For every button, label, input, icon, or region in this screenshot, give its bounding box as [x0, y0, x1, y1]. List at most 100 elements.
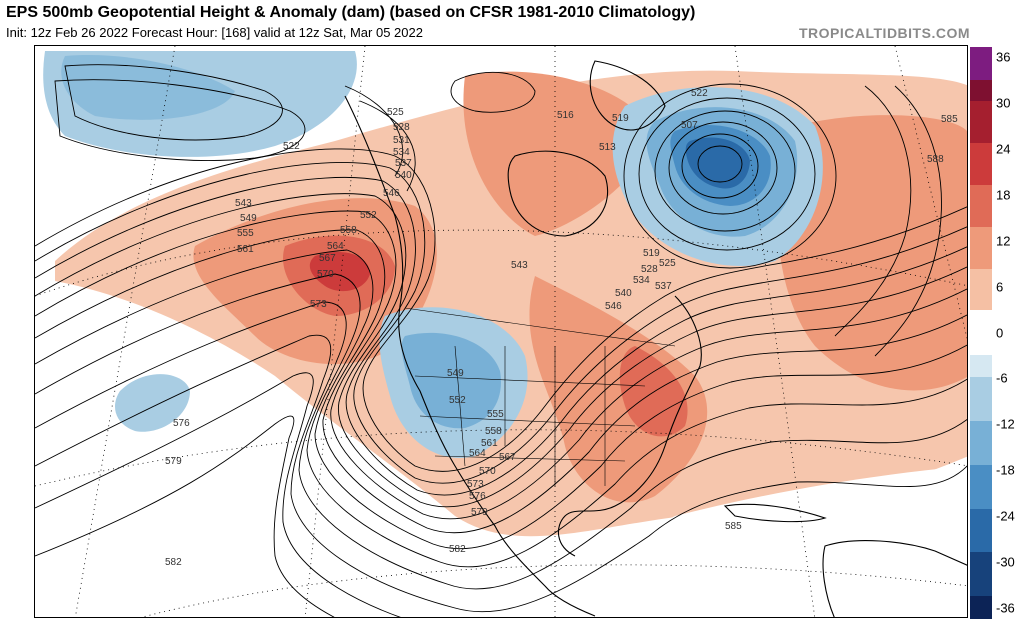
- colorbar-segment: [970, 377, 992, 401]
- colorbar-segment: [970, 399, 992, 423]
- anomaly-pos-east-core: [619, 346, 688, 437]
- coastline-west: [344, 95, 596, 617]
- contour-label: 519: [612, 113, 629, 124]
- contour-line: [697, 145, 743, 183]
- colorbar-tick-label: -30: [996, 554, 1015, 570]
- contour-label: 516: [557, 110, 574, 121]
- contour-label: 555: [487, 409, 504, 420]
- contour-label: 522: [283, 141, 300, 152]
- contour-line: [35, 415, 335, 617]
- contour-label: 534: [393, 147, 410, 158]
- contour-label: 537: [395, 158, 412, 169]
- contour-label: 561: [481, 438, 498, 449]
- anomaly-pos-atlantic: [777, 115, 967, 391]
- anomaly-colorbar: [970, 47, 992, 619]
- contour-line: [35, 334, 967, 613]
- colorbar-segment: [970, 185, 992, 208]
- colorbar-segment: [970, 355, 992, 379]
- colorbar-segment: [970, 309, 992, 356]
- contour-line: [35, 229, 967, 534]
- contour-label: 543: [235, 198, 252, 209]
- border-line: [414, 375, 646, 462]
- contour-label: 540: [395, 170, 412, 181]
- contour-line: [623, 83, 837, 269]
- colorbar-segment: [970, 248, 992, 271]
- contour-line: [450, 71, 536, 113]
- contour-label: 519: [643, 248, 660, 259]
- anomaly-zero-gap-east: [595, 466, 967, 617]
- anomaly-shading: [35, 51, 967, 617]
- anomaly-zero-gap: [35, 474, 483, 617]
- colorbar-tick-label: 12: [996, 233, 1011, 249]
- anomaly-neg-southwest-inner: [401, 332, 501, 429]
- colorbar-segment: [970, 290, 992, 313]
- contour-line: [35, 249, 967, 550]
- contour-line: [35, 273, 967, 568]
- contour-line: [654, 110, 796, 232]
- contour-label: 558: [485, 426, 502, 437]
- contour-label: 573: [467, 479, 484, 490]
- contour-line: [35, 193, 967, 508]
- colorbar-segment: [970, 164, 992, 187]
- colorbar-tick-label: 18: [996, 187, 1011, 203]
- contour-label: 555: [237, 228, 254, 239]
- colorbar-tick-label: -24: [996, 508, 1015, 524]
- contour-label: 528: [393, 122, 410, 133]
- contour-label: 585: [725, 521, 742, 532]
- contour-label: 582: [165, 557, 182, 568]
- graticule: [35, 46, 967, 617]
- longitude-line: [304, 46, 366, 617]
- contour-label: 567: [499, 452, 516, 463]
- colorbar-segment: [970, 122, 992, 145]
- coastline-greenland: [589, 60, 666, 131]
- anomaly-pos-ridge-peak: [309, 252, 370, 292]
- contour-label: 522: [691, 88, 708, 99]
- border-line: [404, 307, 676, 347]
- contour-label: 585: [941, 114, 958, 125]
- border-line: [454, 345, 606, 486]
- coastline-hudson: [507, 150, 609, 237]
- contour-line: [64, 64, 283, 141]
- contour-label: 549: [447, 368, 464, 379]
- colorbar-segment: [970, 574, 992, 598]
- longitude-line: [74, 46, 176, 617]
- contour-label: 582: [449, 544, 466, 555]
- contour-label: 528: [641, 264, 658, 275]
- contour-label: 525: [387, 107, 404, 118]
- colorbar-tick-label: -36: [996, 600, 1015, 616]
- contour-label: 507: [681, 120, 698, 131]
- coastline-cuba: [723, 503, 827, 523]
- colorbar-segment: [970, 421, 992, 444]
- contour-label: 588: [927, 154, 944, 165]
- contour-label: 579: [471, 507, 488, 518]
- colorbar-tick-label: -12: [996, 416, 1015, 432]
- contour-label: 570: [479, 466, 496, 477]
- contour-line: [35, 162, 967, 484]
- colorbar-segment: [970, 464, 992, 488]
- colorbar-tick-label: -6: [996, 370, 1008, 386]
- coastline-southamerica: [822, 540, 967, 617]
- anomaly-neg-pacific-inner: [61, 55, 235, 120]
- colorbar-segment: [970, 486, 992, 510]
- colorbar-tick-label: -18: [996, 462, 1015, 478]
- height-contours: [35, 64, 967, 617]
- contour-line: [874, 85, 942, 357]
- coastlines: [344, 60, 967, 617]
- contour-label: 537: [655, 281, 672, 292]
- contour-label: 540: [615, 288, 632, 299]
- colorbar-segment: [970, 101, 992, 124]
- anomaly-neg-subtropical: [115, 374, 190, 432]
- contour-line: [344, 85, 416, 192]
- colorbar-tick-label: 0: [996, 325, 1004, 340]
- contour-label: 564: [327, 241, 344, 252]
- colorbar-segment: [970, 530, 992, 554]
- contour-label: 531: [393, 135, 410, 146]
- colorbar-segment: [970, 442, 992, 466]
- contour-label: 576: [469, 491, 486, 502]
- colorbar-segment: [970, 508, 992, 532]
- colorbar-segment: [970, 143, 992, 166]
- contour-label: 543: [511, 260, 528, 271]
- colorbar-tick-label: 36: [996, 49, 1011, 65]
- contour-line: [35, 372, 402, 617]
- contour-label: 570: [317, 269, 334, 280]
